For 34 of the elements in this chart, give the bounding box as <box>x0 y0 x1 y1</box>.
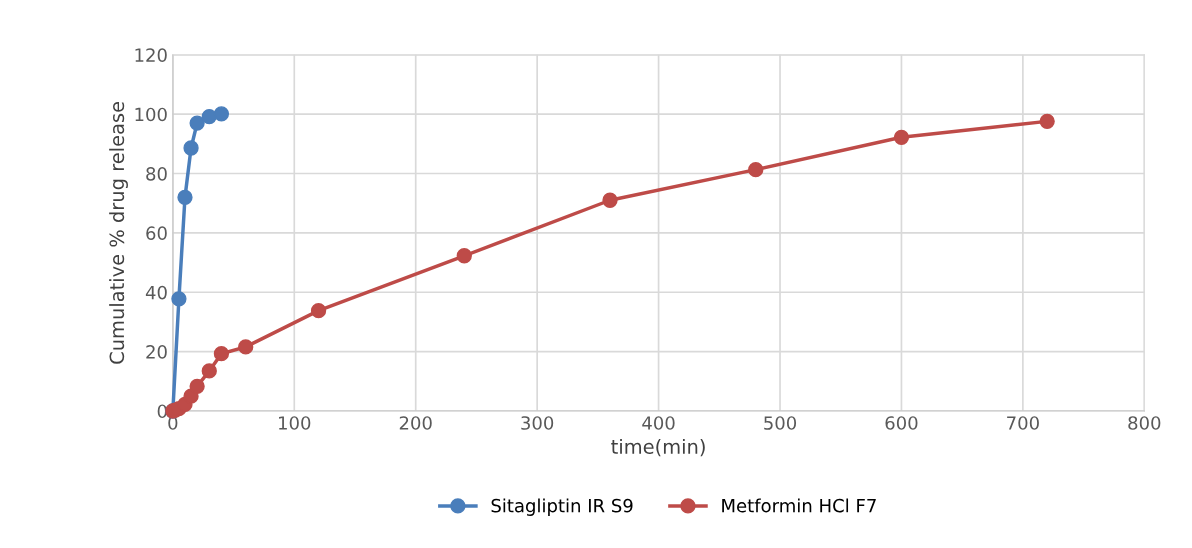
x-tick-label: 400 <box>642 416 675 430</box>
y-axis-title: Cumulative % drug release <box>109 101 128 364</box>
point <box>748 162 764 178</box>
point <box>171 291 187 307</box>
legend-label: Sitagliptin IR S9 <box>491 498 633 516</box>
point <box>189 115 205 131</box>
y-tick-label: 120 <box>135 48 167 62</box>
point <box>893 129 910 145</box>
x-axis-title: time(min) <box>611 438 705 457</box>
x-tick-label: 600 <box>885 416 918 430</box>
y-tick-label: 20 <box>146 345 167 359</box>
x-tick-label: 200 <box>399 416 432 430</box>
point <box>213 346 230 362</box>
point <box>602 192 618 208</box>
point <box>189 378 205 395</box>
point <box>201 108 217 125</box>
point <box>1039 113 1055 129</box>
point <box>201 363 217 379</box>
point <box>456 248 472 264</box>
legend-label: Metformin HCl F7 <box>722 498 876 513</box>
x-tick-label: 300 <box>521 416 554 430</box>
x-tick-label: 700 <box>1007 416 1039 430</box>
x-tick-label: 500 <box>764 416 797 430</box>
point <box>177 189 193 205</box>
point <box>310 303 327 319</box>
point <box>238 339 254 355</box>
y-tick-label: 100 <box>135 107 167 122</box>
y-tick-label: 40 <box>145 285 167 300</box>
y-tick-label: 60 <box>146 226 167 241</box>
x-tick-label: 800 <box>1128 416 1161 430</box>
point <box>213 106 230 122</box>
y-tick-label: 80 <box>146 166 167 181</box>
x-tick-label: 100 <box>279 416 311 430</box>
point <box>183 140 199 156</box>
